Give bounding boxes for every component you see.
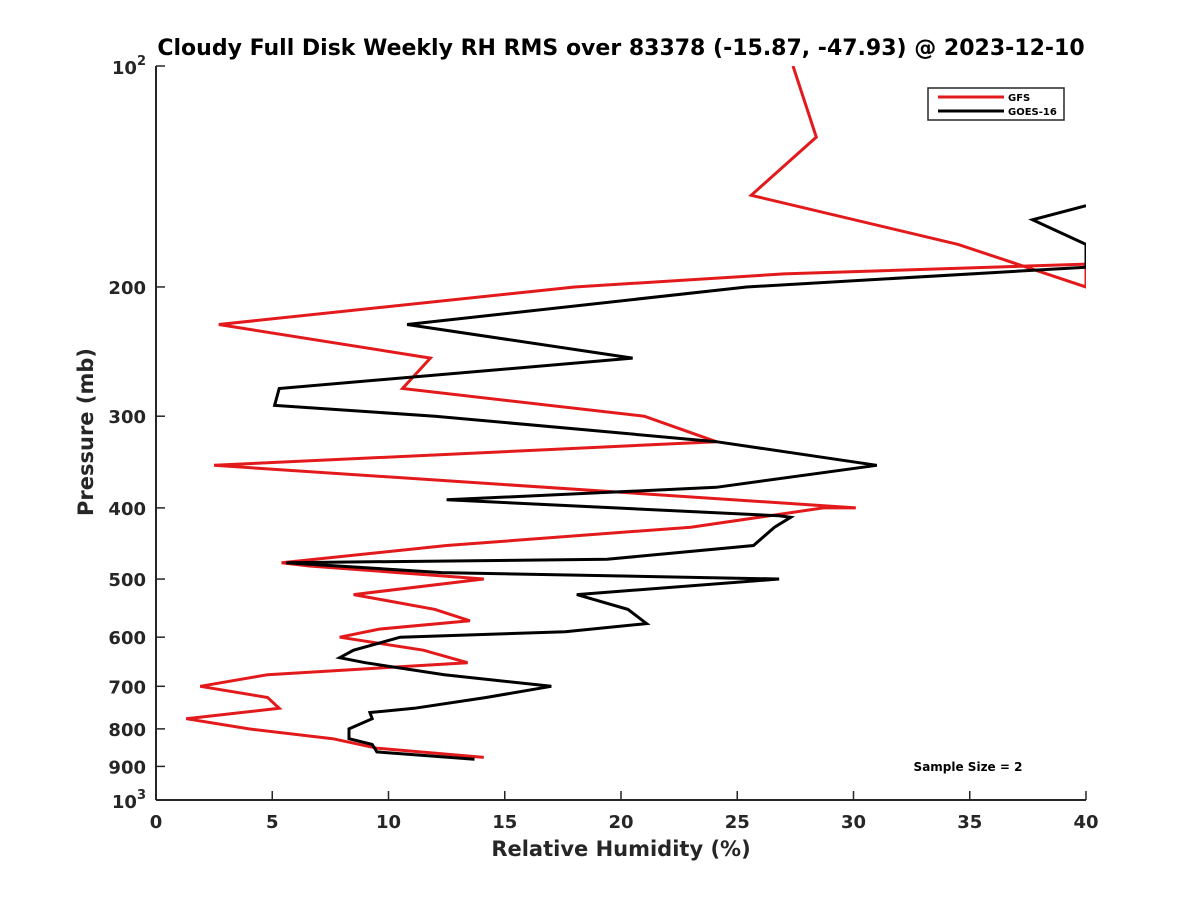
y-tick-label: 700 (108, 677, 146, 698)
y-axis-label: Pressure (mb) (74, 348, 98, 516)
x-tick-label: 25 (725, 812, 750, 833)
legend-label-gfs: GFS (1008, 93, 1030, 104)
x-tick-label: 35 (957, 812, 982, 833)
x-tick-label: 30 (841, 812, 866, 833)
x-tick-label: 20 (608, 812, 633, 833)
y-tick-label: 103 (112, 788, 146, 813)
x-axis: 0 5 10 15 20 25 30 35 40 (150, 791, 1099, 833)
y-tick-label: 500 (108, 570, 146, 591)
plot-area (185, 66, 1086, 761)
x-tick-label: 40 (1073, 812, 1098, 833)
legend-box (927, 87, 1065, 121)
y-tick-label: 600 (108, 628, 146, 649)
y-axis: 102 200 300 400 500 600 700 800 900 103 (108, 54, 165, 813)
series-line-goes-16 (272, 204, 1086, 761)
x-tick-label: 15 (492, 812, 517, 833)
legend-label-goes-16: GOES-16 (1008, 107, 1057, 118)
legend: GFS GOES-16 (927, 87, 1065, 121)
chart-title: Cloudy Full Disk Weekly RH RMS over 8337… (157, 36, 1084, 61)
series-line-gfs (185, 66, 1086, 759)
y-tick-label: 900 (108, 757, 146, 778)
y-tick-label: 200 (108, 278, 146, 299)
y-tick-label: 800 (108, 720, 146, 741)
x-axis-label: Relative Humidity (%) (491, 837, 750, 861)
sample-size-annotation: Sample Size = 2 (914, 760, 1023, 774)
y-tick-label: 300 (108, 407, 146, 428)
y-tick-label: 102 (112, 54, 146, 79)
x-tick-label: 0 (150, 812, 163, 833)
x-tick-label: 10 (376, 812, 401, 833)
y-tick-label: 400 (108, 499, 146, 520)
x-tick-label: 5 (266, 812, 279, 833)
